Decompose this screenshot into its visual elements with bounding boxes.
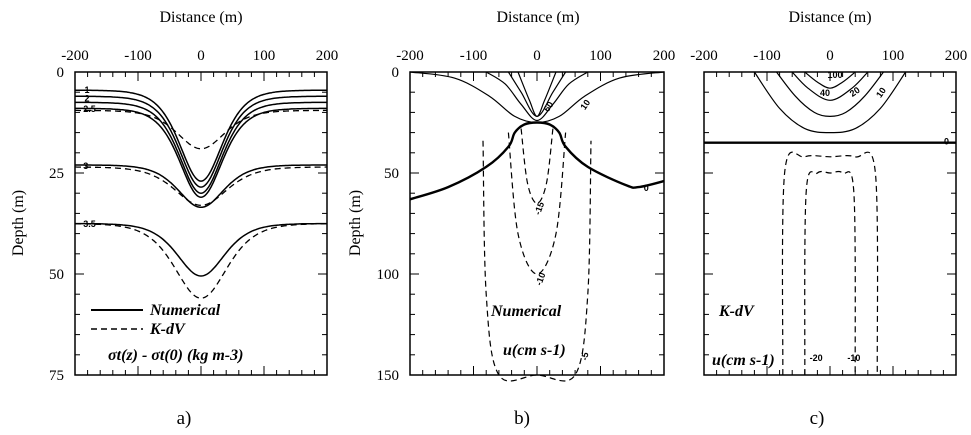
y-tick-label: 50 [384, 166, 399, 182]
contour-level-label: 60 [542, 100, 556, 114]
y-tick-label: 25 [49, 166, 64, 182]
contour-level-label: 20 [848, 85, 862, 99]
y-tick-label: 50 [49, 267, 64, 283]
panel-a-contour-labels: 122.5 3 3.5 [83, 85, 96, 229]
panel-b-ylabel: Depth (m) [347, 190, 364, 256]
negative-velocity-contour [804, 170, 856, 376]
contour-level-label: -10 [847, 353, 860, 363]
panel-b-xticklabels: -200 -100 0 100 200 [396, 48, 675, 64]
panel-a-yticklabels: 0 25 50 75 [49, 65, 64, 384]
positive-velocity-contour [485, 71, 589, 122]
contour-level-label: -10 [534, 271, 548, 287]
x-tick-label: -100 [753, 48, 781, 64]
contour-level-label: 10 [578, 98, 592, 112]
x-tick-label: -100 [460, 48, 488, 64]
panel-c-annotation: K-dV [718, 303, 755, 320]
panel-b-frame [409, 71, 665, 376]
kdv-isopycnal [75, 109, 327, 150]
x-tick-label: -200 [396, 48, 424, 64]
panel-c-ticks [703, 71, 957, 376]
negative-velocity-contour [781, 151, 879, 376]
panel-a-ticks [74, 71, 328, 376]
x-tick-label: 100 [882, 48, 905, 64]
x-tick-label: -200 [690, 48, 718, 64]
negative-velocity-contour [507, 132, 567, 275]
x-tick-label: 0 [533, 48, 541, 64]
x-tick-label: 0 [197, 48, 205, 64]
contour-level-label: 2.5 [83, 104, 96, 114]
numerical-isopycnal [75, 164, 327, 209]
panel-b-contour-labels: 60 10 0 -15 -10 -5 [532, 98, 648, 361]
panel-a-ylabel: Depth (m) [10, 190, 27, 256]
kdv-isopycnal [74, 223, 327, 299]
positive-velocity-contour [753, 71, 907, 134]
positive-velocity-contour [791, 71, 869, 101]
numerical-isopycnal [75, 222, 327, 277]
positive-velocity-contour [776, 71, 884, 118]
contour-level-label: -5 [579, 351, 590, 361]
y-tick-label: 75 [49, 368, 64, 384]
panel-b-yticklabels: 0 50 100 150 [377, 65, 400, 384]
panel-a-xlabel: Distance (m) [159, 9, 242, 26]
numerical-isopycnal [75, 101, 327, 194]
kdv-isopycnal [74, 166, 328, 206]
panel-c-frame [703, 71, 957, 376]
panel-c-units: u(cm s-1) [712, 352, 775, 369]
panel-a-lines [74, 89, 328, 299]
contour-level-label: 3 [83, 161, 88, 171]
y-tick-label: 100 [377, 267, 400, 283]
y-tick-label: 0 [57, 65, 65, 81]
contour-level-label: 0 [944, 137, 949, 147]
zero-velocity-contour [409, 121, 665, 201]
x-tick-label: 200 [945, 48, 968, 64]
panel-a-xticklabels: -200 -100 0 100 200 [61, 48, 338, 64]
x-tick-label: 200 [316, 48, 339, 64]
contour-level-label: 3.5 [83, 219, 96, 229]
x-tick-label: 100 [253, 48, 276, 64]
panel-b-ticks [409, 71, 665, 376]
contour-level-label: -15 [532, 201, 546, 217]
numerical-isopycnal [75, 107, 327, 198]
panel-c-lines [704, 71, 956, 376]
x-tick-label: 200 [653, 48, 676, 64]
panel-b-units: u(cm s-1) [503, 342, 566, 359]
y-tick-label: 150 [377, 368, 400, 384]
contour-level-label: 40 [820, 88, 830, 98]
legend-solid-label: Numerical [149, 302, 221, 319]
legend-quantity-label: σt(z) - σt(0) (kg m-3) [108, 347, 243, 364]
negative-velocity-contour [520, 128, 554, 204]
panel-b-xlabel: Distance (m) [496, 9, 579, 26]
y-tick-label: 0 [392, 65, 400, 81]
positive-velocity-contour [804, 71, 856, 89]
panel-a-letter: a) [177, 408, 192, 429]
panel-c-letter: c) [810, 408, 825, 429]
contour-level-label: -20 [810, 353, 823, 363]
positive-velocity-contour [517, 71, 557, 118]
x-tick-label: 0 [826, 48, 834, 64]
panel-c-xlabel: Distance (m) [788, 9, 871, 26]
x-tick-label: -200 [61, 48, 89, 64]
contour-level-label: 0 [644, 183, 649, 193]
panel-b-letter: b) [514, 408, 530, 429]
x-tick-label: 100 [589, 48, 612, 64]
contour-level-label: 1 [84, 85, 89, 95]
panel-b-annotation: Numerical [490, 303, 562, 320]
panel-b-lines [409, 71, 665, 382]
contour-level-label: 2 [84, 93, 89, 103]
x-tick-label: -100 [124, 48, 152, 64]
numerical-isopycnal [75, 89, 327, 182]
contour-level-label: 100 [828, 70, 843, 80]
numerical-isopycnal [75, 95, 327, 188]
panel-a: Distance (m) -200 -100 0 100 200 0 25 50 75 Dep… [10, 9, 338, 429]
contour-level-label: 10 [874, 86, 888, 100]
legend-dashed-label: K-dV [149, 321, 186, 338]
panel-c-xticklabels: -200 -100 0 100 200 [690, 48, 967, 64]
